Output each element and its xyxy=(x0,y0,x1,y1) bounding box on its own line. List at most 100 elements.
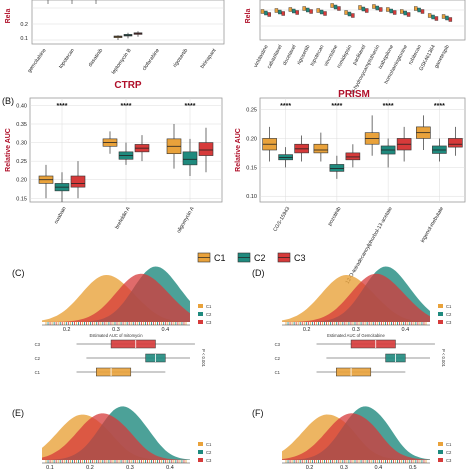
y-axis-label: Relative AUC xyxy=(235,128,242,172)
mini-box xyxy=(330,3,334,8)
mini-legend-swatch xyxy=(438,320,443,324)
box-c1 xyxy=(313,143,329,154)
mini-box xyxy=(379,7,383,12)
top-right-panel: Rela vinblastinecabazitaxeldocetaxelrigo… xyxy=(245,0,466,100)
x-tick-label: 0.4 xyxy=(402,327,410,333)
x-tick-label: leptomycin B xyxy=(111,47,133,75)
mini-box xyxy=(358,5,362,10)
mini-legend-swatch xyxy=(198,458,203,462)
y-tick-label: 0.25 xyxy=(246,108,257,114)
mini-box xyxy=(431,14,435,20)
mini-box xyxy=(260,9,265,14)
x-tick-label: 0.2 xyxy=(303,327,311,333)
significance-marker: **** xyxy=(185,103,196,110)
box-c2 xyxy=(182,151,198,166)
panel-label: (F) xyxy=(252,408,264,418)
x-tick-label: birinapant xyxy=(200,47,218,70)
mini-box xyxy=(292,8,296,14)
mini-box xyxy=(309,9,313,14)
b-left-panel: 0.40 0.35 0.30 0.25 0.20 0.15 **** ouabain **** b… xyxy=(5,97,223,235)
mini-box xyxy=(333,4,338,10)
y-tick-label: 0.30 xyxy=(16,141,27,147)
density-panel-e: (E) 0.1 0.2 0.3 0.4 C1 C2 C3 xyxy=(12,406,212,471)
mini-box xyxy=(351,13,355,18)
b-right-panel: 0.25 0.20 0.15 0.10 **** CGS-15943 **** pozotin… xyxy=(235,97,466,285)
mini-legend-swatch xyxy=(438,442,443,446)
mini-box xyxy=(392,10,397,15)
legend: C1 C2 C3 xyxy=(197,252,306,263)
mini-legend-label: C3 xyxy=(446,458,452,463)
chart-title: CTRP xyxy=(114,80,142,91)
mini-legend-label: C2 xyxy=(206,312,212,317)
y-tick-label: 0.25 xyxy=(16,159,27,165)
mini-box xyxy=(434,16,439,21)
x-tick-label: 0.4 xyxy=(166,465,174,471)
box-c1 xyxy=(96,367,132,377)
mini-box xyxy=(386,7,390,12)
legend-label: C2 xyxy=(254,253,266,263)
significance-marker: **** xyxy=(57,103,68,110)
mini-box xyxy=(347,11,352,17)
y-axis-label: Rela xyxy=(5,9,12,24)
legend-label: C1 xyxy=(214,253,226,263)
mini-box xyxy=(445,15,449,21)
significance-marker: **** xyxy=(280,103,291,110)
mini-box xyxy=(448,17,453,22)
density-c3 xyxy=(282,413,430,460)
y-tick-label: 0.20 xyxy=(246,136,257,142)
mini-box xyxy=(406,12,411,17)
p-value: P < 0.001 xyxy=(441,349,446,368)
y-tick: 0.1 xyxy=(20,36,28,42)
x-tick-label: oligomycin A xyxy=(176,206,196,235)
mini-legend-swatch xyxy=(438,312,443,316)
box-c3 xyxy=(448,138,463,148)
mini-legend-label: C1 xyxy=(446,442,452,447)
mini-box xyxy=(400,9,404,14)
mini-box xyxy=(365,8,369,13)
x-tick-label: 0.4 xyxy=(162,327,170,333)
box-c3 xyxy=(70,175,86,188)
x-tick-label: 0.5 xyxy=(409,465,417,471)
mini-legend-label: C2 xyxy=(446,450,452,455)
legend-label: C3 xyxy=(294,253,306,263)
mini-box xyxy=(372,4,376,9)
panel-label: (B) xyxy=(2,96,14,106)
mini-box xyxy=(295,10,299,15)
y-axis-label: Relative AUC xyxy=(5,128,12,172)
x-tick-label: gemcitabine xyxy=(27,48,48,74)
y-tick-label: 0.10 xyxy=(246,194,257,200)
mini-box xyxy=(278,9,282,15)
mini-legend-swatch xyxy=(198,304,203,308)
mini-box xyxy=(274,8,279,13)
box-c3 xyxy=(345,152,361,161)
panel-label: (C) xyxy=(12,268,25,278)
mini-box xyxy=(267,12,271,17)
significance-marker: **** xyxy=(121,103,132,110)
y-tick-label: 0.20 xyxy=(16,178,27,184)
density-panel-f: (F) 0.2 0.3 0.4 0.5 C1 C2 C3 xyxy=(252,406,452,471)
y-tick: 0.2 xyxy=(20,22,28,28)
mini-box xyxy=(264,10,268,16)
x-tick-label: brefeldin A xyxy=(114,206,132,231)
x-tick-label: rigosertib xyxy=(172,48,189,69)
box-row-label: C2 xyxy=(275,356,281,361)
mini-box xyxy=(316,8,320,13)
box-c3 xyxy=(198,142,214,156)
mini-box xyxy=(375,5,380,11)
mini-legend-swatch xyxy=(198,442,203,446)
x-tick-label: ingenol-mebutate xyxy=(420,206,445,244)
y-tick-label: 0.35 xyxy=(16,122,27,128)
y-tick-label: 0.15 xyxy=(16,196,27,202)
mini-box xyxy=(361,6,366,12)
significance-marker: **** xyxy=(434,103,445,110)
mini-legend-swatch xyxy=(438,450,443,454)
panel-label: (D) xyxy=(252,268,265,278)
x-tick-label: 0.4 xyxy=(375,465,383,471)
box-row-label: C1 xyxy=(275,370,281,375)
box-c3 xyxy=(350,339,396,349)
box-row-label: C3 xyxy=(35,342,41,347)
mini-box xyxy=(302,6,306,11)
box-c2 xyxy=(329,164,345,172)
box-c3 xyxy=(110,339,156,349)
